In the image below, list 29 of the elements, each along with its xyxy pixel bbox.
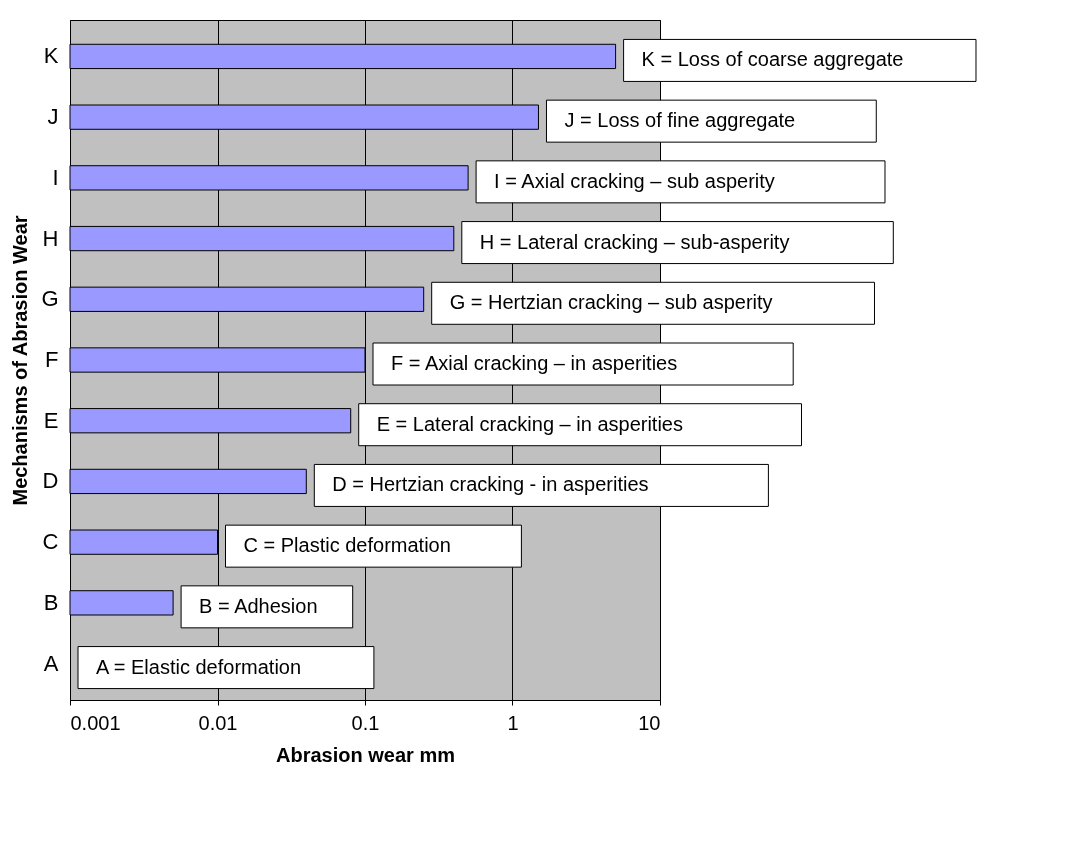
x-tick-label: 0.1: [351, 711, 380, 734]
x-axis-title: Abrasion wear mm: [276, 743, 455, 766]
y-tick-label: G: [41, 286, 59, 312]
x-tick-label: 10: [638, 711, 661, 734]
y-axis-title: Mechanisms of Abrasion Wear: [9, 215, 32, 506]
y-tick-label: B: [43, 589, 59, 615]
annotation: J = Loss of fine aggregate: [564, 109, 796, 132]
y-tick-label: F: [45, 347, 59, 372]
y-tick-label: H: [42, 225, 59, 251]
y-tick-label: D: [42, 468, 59, 494]
annotation: H = Lateral cracking – sub-asperity: [479, 230, 790, 253]
y-tick-label: C: [42, 529, 59, 555]
annotation: E = Lateral cracking – in asperities: [376, 412, 683, 435]
x-tick-label: 1: [507, 711, 519, 734]
y-tick-label: K: [43, 43, 59, 69]
annotation: F = Axial cracking – in asperities: [391, 352, 678, 374]
y-tick-label: E: [43, 407, 59, 433]
y-tick-label: I: [52, 164, 59, 190]
annotation: I = Axial cracking – sub asperity: [494, 169, 775, 192]
x-tick-label: 0.001: [70, 711, 121, 734]
annotation: K = Loss of coarse aggregate: [641, 48, 904, 71]
y-tick-label: A: [43, 650, 59, 676]
y-tick-label: J: [47, 104, 59, 130]
annotation: B = Adhesion: [199, 594, 318, 617]
annotation: D = Hertzian cracking - in asperities: [332, 473, 649, 496]
annotation: A = Elastic deformation: [96, 655, 302, 678]
annotation: G = Hertzian cracking – sub asperity: [449, 291, 773, 314]
x-tick-label: 0.01: [198, 711, 238, 734]
annotation: C = Plastic deformation: [243, 534, 451, 557]
